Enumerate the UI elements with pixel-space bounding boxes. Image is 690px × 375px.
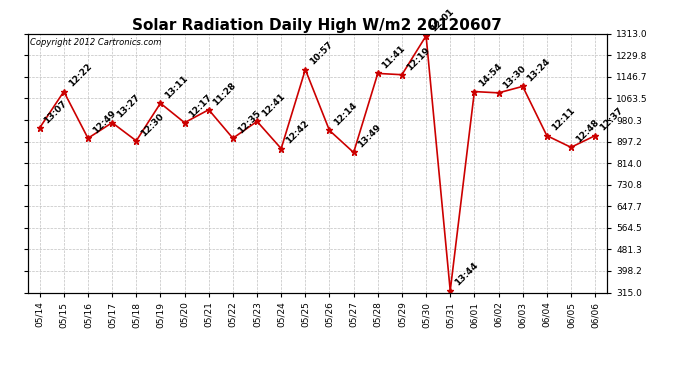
Text: 12:35: 12:35 xyxy=(236,109,262,135)
Text: 12:30: 12:30 xyxy=(139,111,166,138)
Text: Copyright 2012 Cartronics.com: Copyright 2012 Cartronics.com xyxy=(30,38,162,46)
Text: 13:49: 13:49 xyxy=(357,123,383,150)
Text: 12:11: 12:11 xyxy=(550,106,576,133)
Text: 12:17: 12:17 xyxy=(188,93,214,120)
Title: Solar Radiation Daily High W/m2 20120607: Solar Radiation Daily High W/m2 20120607 xyxy=(132,18,502,33)
Text: 12:19: 12:19 xyxy=(405,45,431,72)
Text: 12:14: 12:14 xyxy=(333,101,359,128)
Text: 12:37: 12:37 xyxy=(598,106,624,133)
Text: 12:22: 12:22 xyxy=(67,62,93,89)
Text: 13:27: 13:27 xyxy=(115,93,141,120)
Text: 12:48: 12:48 xyxy=(574,118,600,144)
Text: 13:24: 13:24 xyxy=(526,57,552,84)
Text: 12:01: 12:01 xyxy=(429,6,455,33)
Text: 13:30: 13:30 xyxy=(502,64,528,90)
Text: 13:44: 13:44 xyxy=(453,261,480,288)
Text: 12:41: 12:41 xyxy=(260,92,286,118)
Text: 11:41: 11:41 xyxy=(381,44,407,70)
Text: 10:57: 10:57 xyxy=(308,40,335,67)
Text: 13:11: 13:11 xyxy=(164,74,190,100)
Text: 14:54: 14:54 xyxy=(477,62,504,89)
Text: 11:28: 11:28 xyxy=(212,80,238,107)
Text: 13:07: 13:07 xyxy=(43,99,69,125)
Text: 12:49: 12:49 xyxy=(91,109,117,135)
Text: 12:42: 12:42 xyxy=(284,119,310,146)
